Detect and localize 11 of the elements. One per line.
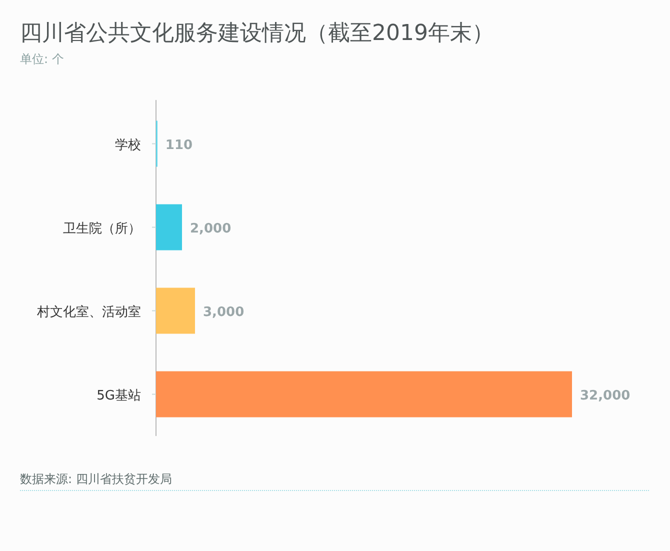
data-label: 110 xyxy=(165,138,193,153)
chart-title: 四川省公共文化服务建设情况（截至2019年末） xyxy=(20,21,494,46)
y-tick-label: 5G基站 xyxy=(96,388,141,404)
data-label: 32,000 xyxy=(580,388,630,404)
y-tick-label: 学校 xyxy=(115,138,141,153)
data-label: 3,000 xyxy=(203,304,244,320)
y-tick-label: 村文化室、活动室 xyxy=(36,304,141,320)
data-label: 2,000 xyxy=(190,221,232,236)
text: 单位: 个 xyxy=(20,52,64,66)
source-note: 数据来源: 四川省扶贫开发局 xyxy=(20,472,172,486)
y-tick-label: 卫生院（所） xyxy=(63,221,141,236)
